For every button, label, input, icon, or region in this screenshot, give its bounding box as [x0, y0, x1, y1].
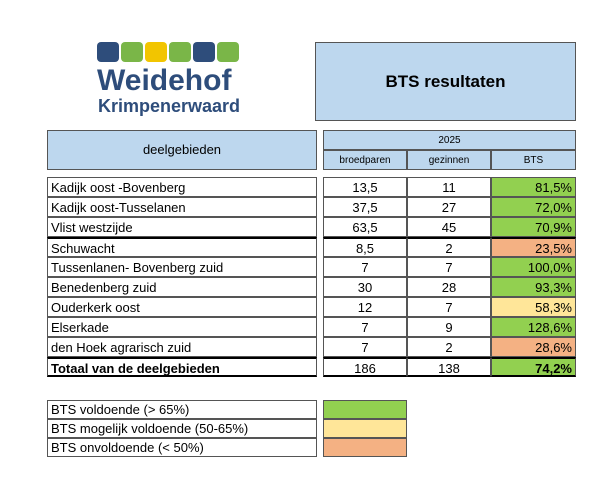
gezinnen: 11	[407, 177, 491, 197]
bts: 81,5%	[491, 177, 576, 197]
legend-swatch	[323, 400, 407, 419]
gezinnen: 138	[407, 357, 491, 377]
bts: 128,6%	[491, 317, 576, 337]
bts: 74,2%	[491, 357, 576, 377]
legend-label: BTS mogelijk voldoende (50-65%)	[47, 419, 317, 438]
column-header: BTS	[491, 150, 576, 170]
broedparen: 13,5	[323, 177, 407, 197]
legend-swatch	[323, 419, 407, 438]
legend-label: BTS voldoende (> 65%)	[47, 400, 317, 419]
broedparen: 63,5	[323, 217, 407, 237]
legend-swatch	[323, 438, 407, 457]
broedparen: 186	[323, 357, 407, 377]
bts: 70,9%	[491, 217, 576, 237]
bts: 23,5%	[491, 237, 576, 257]
broedparen: 8,5	[323, 237, 407, 257]
broedparen: 37,5	[323, 197, 407, 217]
gezinnen: 9	[407, 317, 491, 337]
region-header: deelgebieden	[47, 130, 317, 170]
logo-subtitle: Krimpenerwaard	[98, 96, 240, 116]
gezinnen: 7	[407, 257, 491, 277]
column-header: gezinnen	[407, 150, 491, 170]
bts: 100,0%	[491, 257, 576, 277]
row-name: Ouderkerk oost	[47, 297, 317, 317]
broedparen: 30	[323, 277, 407, 297]
broedparen: 7	[323, 337, 407, 357]
row-name: den Hoek agrarisch zuid	[47, 337, 317, 357]
bts: 93,3%	[491, 277, 576, 297]
column-header: broedparen	[323, 150, 407, 170]
bts: 58,3%	[491, 297, 576, 317]
year-header: 2025	[323, 130, 576, 150]
row-name: Totaal van de deelgebieden	[47, 357, 317, 377]
logo-title: Weidehof	[97, 64, 232, 97]
row-name: Schuwacht	[47, 237, 317, 257]
gezinnen: 27	[407, 197, 491, 217]
bts: 72,0%	[491, 197, 576, 217]
broedparen: 12	[323, 297, 407, 317]
bts: 28,6%	[491, 337, 576, 357]
broedparen: 7	[323, 257, 407, 277]
logo: Weidehof Krimpenerwaard	[97, 42, 240, 116]
gezinnen: 45	[407, 217, 491, 237]
row-name: Kadijk oost -Bovenberg	[47, 177, 317, 197]
title: BTS resultaten	[315, 42, 576, 121]
gezinnen: 2	[407, 337, 491, 357]
legend-label: BTS onvoldoende (< 50%)	[47, 438, 317, 457]
gezinnen: 28	[407, 277, 491, 297]
row-name: Benedenberg zuid	[47, 277, 317, 297]
gezinnen: 2	[407, 237, 491, 257]
row-name: Tussenlanen- Bovenberg zuid	[47, 257, 317, 277]
row-name: Elserkade	[47, 317, 317, 337]
row-name: Kadijk oost-Tusselanen	[47, 197, 317, 217]
gezinnen: 7	[407, 297, 491, 317]
row-name: Vlist westzijde	[47, 217, 317, 237]
broedparen: 7	[323, 317, 407, 337]
